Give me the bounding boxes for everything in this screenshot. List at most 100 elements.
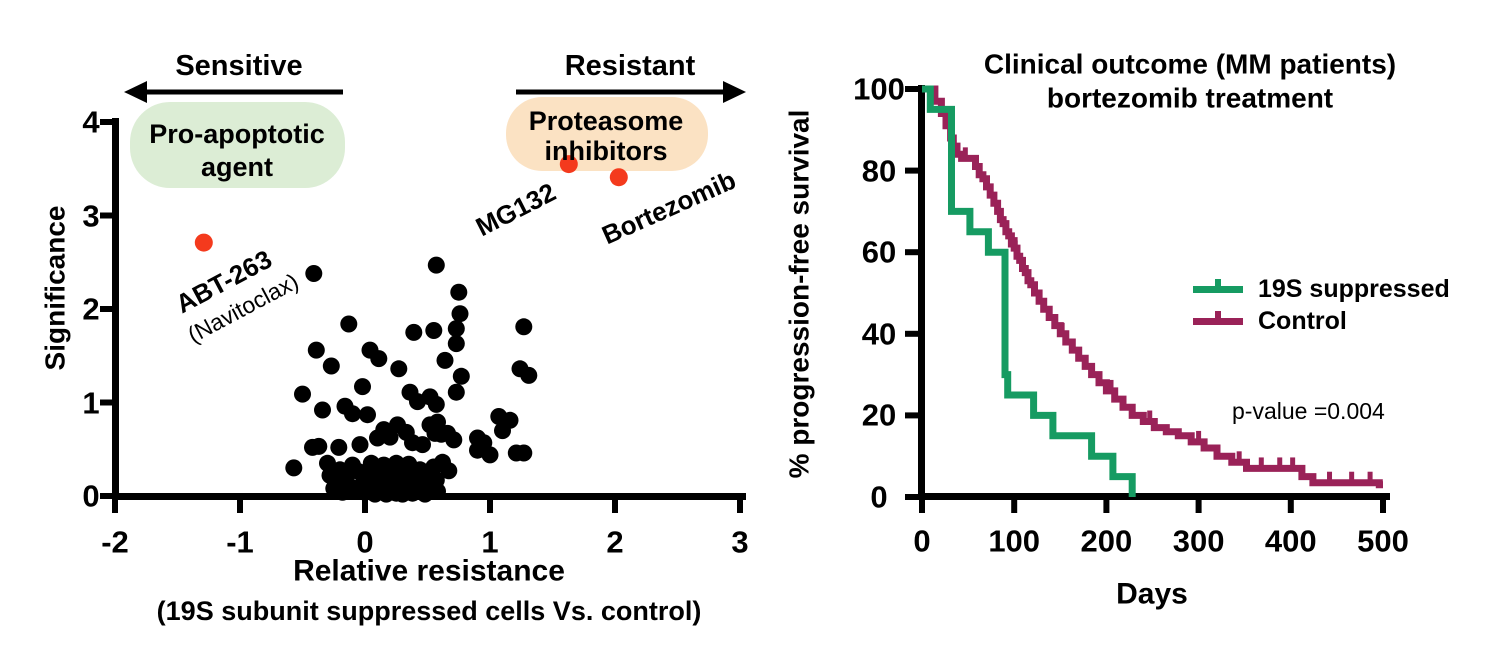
right-x-tick-label: 200 xyxy=(1080,523,1133,559)
scatter-point xyxy=(425,458,443,476)
scatter-point xyxy=(369,429,386,447)
scatter-point xyxy=(429,482,446,500)
left-y-tick xyxy=(100,119,112,125)
resistant-direction-label: Resistant xyxy=(564,49,696,82)
proteasome-bubble xyxy=(506,97,708,171)
scatter-point xyxy=(436,351,454,369)
censor-tick-control xyxy=(1327,471,1333,481)
scatter-point xyxy=(447,320,465,338)
scatter-point xyxy=(520,366,538,384)
left-y-tick xyxy=(100,306,112,312)
left-y-tick-label: 0 xyxy=(82,478,100,514)
proteasome-bubble-line1: Proteasome xyxy=(528,105,684,136)
right-y-tick-label: 20 xyxy=(861,397,897,433)
right-chart-title-line1: Clinical outcome (MM patients) xyxy=(983,48,1397,80)
scatter-point xyxy=(340,315,358,333)
resistant-arrow-line xyxy=(516,89,728,95)
right-x-tick xyxy=(1287,500,1294,513)
censor-tick-control xyxy=(1012,237,1018,247)
highlight-point-abt-263 xyxy=(194,233,213,252)
scatter-point xyxy=(405,323,423,341)
right-y-tick-label: 40 xyxy=(861,316,897,352)
right-x-axis-label: Days xyxy=(1116,577,1188,611)
left-y-tick xyxy=(100,399,112,406)
right-y-tick xyxy=(905,494,918,500)
right-x-tick xyxy=(1380,500,1386,513)
scatter-point xyxy=(447,335,465,353)
km-curve-control xyxy=(922,85,1383,489)
left-y-axis-spine xyxy=(112,118,119,500)
scatter-point xyxy=(452,367,470,385)
legend-censor-tick-19s xyxy=(1215,279,1221,288)
scatter-point xyxy=(330,438,348,456)
km-curve-19s-suppressed xyxy=(922,85,1136,497)
legend-marker-19s xyxy=(1193,279,1243,293)
censor-tick-control xyxy=(1147,410,1153,420)
censor-tick-control xyxy=(1258,457,1264,467)
scatter-point xyxy=(322,357,340,375)
scatter-point xyxy=(314,401,331,419)
right-x-tick-label: 100 xyxy=(988,523,1041,559)
right-y-tick-label: 60 xyxy=(861,234,897,270)
right-y-axis-label: % progression-free survival xyxy=(783,109,815,479)
scatter-point xyxy=(285,459,303,477)
resistant-arrowhead xyxy=(723,81,746,103)
scatter-point xyxy=(425,322,443,339)
left-y-tick-label: 2 xyxy=(82,291,100,327)
right-y-tick xyxy=(905,86,918,92)
p-value-annotation: p-value =0.004 xyxy=(1232,398,1385,424)
left-x-tick xyxy=(612,500,618,513)
sensitive-arrow-line xyxy=(140,89,343,95)
left-y-tick-label: 1 xyxy=(82,385,100,420)
scatter-point xyxy=(294,385,311,403)
left-x-axis-sublabel: (19S subunit suppressed cells Vs. contro… xyxy=(156,595,702,626)
scatter-point xyxy=(447,383,465,401)
scatter-point xyxy=(310,437,328,455)
left-x-tick-label: 0 xyxy=(356,524,374,560)
right-x-tick-label: 300 xyxy=(1172,523,1225,559)
sensitive-arrowhead xyxy=(124,81,147,103)
scatter-point xyxy=(305,265,323,282)
proteasome-bubble-line2: inhibitors xyxy=(544,135,668,166)
right-y-tick xyxy=(905,412,918,419)
scatter-point xyxy=(515,318,533,336)
legend-marker-control xyxy=(1193,311,1243,325)
censor-tick-control xyxy=(962,147,968,157)
scatter-point xyxy=(370,350,388,368)
left-x-tick xyxy=(237,500,243,513)
scatter-point xyxy=(427,395,445,413)
right-x-tick xyxy=(1011,500,1018,513)
scatter-point xyxy=(307,341,325,359)
highlight-point-mg132 xyxy=(559,155,578,174)
legend-censor-tick-control xyxy=(1215,311,1221,320)
scatter-point xyxy=(494,422,511,440)
legend-label-19s-suppressed: 19S suppressed xyxy=(1258,275,1450,303)
left-x-tick xyxy=(487,500,493,513)
scatter-point xyxy=(450,283,468,301)
left-y-tick-label: 3 xyxy=(82,198,100,233)
scatter-point xyxy=(481,446,499,464)
left-y-tick xyxy=(100,493,112,499)
scatter-point xyxy=(515,444,533,462)
left-x-tick-label: 3 xyxy=(731,524,749,560)
pro-apoptotic-bubble xyxy=(130,102,345,188)
scatter-point xyxy=(387,454,405,472)
left-y-tick-label: 4 xyxy=(82,104,100,140)
scatter-point xyxy=(344,405,361,423)
left-y-axis-label: Significance xyxy=(39,205,71,371)
left-y-tick xyxy=(100,212,112,219)
scatter-point xyxy=(490,408,508,425)
censor-tick-control xyxy=(1277,457,1283,467)
scatter-point xyxy=(414,436,431,454)
left-x-tick xyxy=(737,500,743,513)
right-chart-title-line2: bortezomib treatment xyxy=(1046,82,1334,114)
left-x-axis-label: Relative resistance xyxy=(293,554,565,588)
left-x-tick-label: 1 xyxy=(481,524,499,560)
left-x-tick-label: -2 xyxy=(101,524,129,560)
right-x-tick xyxy=(1195,500,1202,513)
right-y-axis-spine xyxy=(918,85,925,500)
left-x-tick xyxy=(112,500,118,513)
scatter-point xyxy=(381,428,399,446)
